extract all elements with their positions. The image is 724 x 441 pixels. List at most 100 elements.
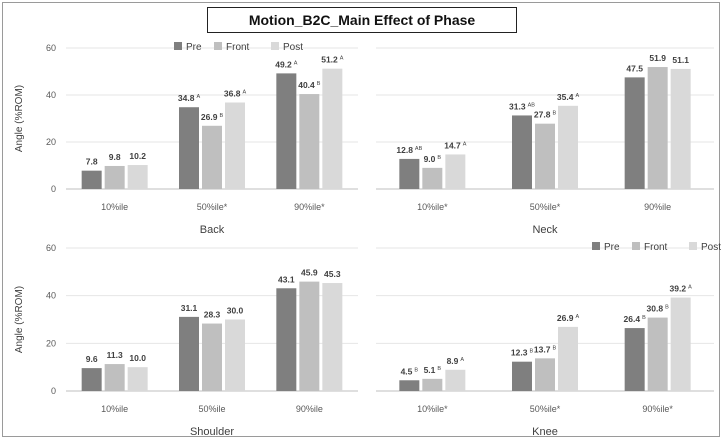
x-tick-label: 90%ile xyxy=(296,404,323,414)
legend-label: Pre xyxy=(604,242,620,253)
significance-letter: AB xyxy=(415,146,423,152)
data-label: 12.3 B xyxy=(511,348,534,358)
bar xyxy=(202,125,222,189)
data-label-value: 5.1 xyxy=(424,365,436,375)
y-tick-label: 60 xyxy=(46,43,56,53)
x-tick-label: 90%ile* xyxy=(294,202,325,212)
bar xyxy=(179,316,199,391)
bar xyxy=(104,165,125,189)
data-label: 26.9 B xyxy=(201,112,224,122)
bar xyxy=(558,105,578,189)
figure-title: Motion_B2C_Main Effect of Phase xyxy=(207,7,517,33)
data-label-value: 35.4 xyxy=(557,92,574,102)
data-label-value: 4.5 xyxy=(401,366,413,376)
bar xyxy=(670,68,691,189)
bar xyxy=(670,297,691,391)
significance-letter: B xyxy=(642,315,646,321)
bar xyxy=(512,115,532,189)
data-label: 43.1 xyxy=(278,274,295,284)
data-label-value: 34.8 xyxy=(178,93,195,103)
data-label: 4.5 B xyxy=(401,366,419,376)
data-label: 49.2 A xyxy=(275,59,298,69)
data-label-value: 30.0 xyxy=(227,306,244,316)
data-label: 10.0 xyxy=(129,353,146,363)
data-label-value: 26.4 xyxy=(624,314,641,324)
data-label: 27.8 B xyxy=(534,110,557,120)
data-label-value: 51.9 xyxy=(649,53,666,63)
bar xyxy=(624,328,645,391)
x-tick-label: 10%ile xyxy=(101,404,128,414)
data-label-value: 45.3 xyxy=(324,269,341,279)
data-label-value: 7.8 xyxy=(86,157,98,167)
data-label-value: 9.8 xyxy=(109,152,121,162)
data-label: 36.8 A xyxy=(224,89,247,99)
data-label: 30.0 xyxy=(227,306,244,316)
legend-label: Front xyxy=(226,42,250,53)
data-label-value: 10.0 xyxy=(129,353,146,363)
significance-letter: B xyxy=(552,345,556,351)
significance-letter: B xyxy=(414,367,418,373)
data-label: 26.9 A xyxy=(557,313,580,323)
data-label: 13.7 B xyxy=(534,344,557,354)
bar xyxy=(647,317,668,391)
data-label: 9.6 xyxy=(86,354,98,364)
bar xyxy=(276,73,297,189)
data-label: 26.4 B xyxy=(624,314,647,324)
data-label-value: 8.9 xyxy=(447,356,459,366)
data-label-value: 36.8 xyxy=(224,89,241,99)
data-label-value: 31.1 xyxy=(181,303,198,313)
chart-panel-shoulder: 0 20 40 60 Angle (%ROM) 9.6 11.3 10.0 10%ile 31.1… xyxy=(14,243,358,438)
significance-letter: A xyxy=(575,93,579,99)
legend-swatch xyxy=(271,42,279,50)
data-label: 39.2 A xyxy=(670,284,693,294)
bar xyxy=(422,378,443,391)
x-tick-label: 90%ile xyxy=(644,202,671,212)
significance-letter: B xyxy=(317,81,321,87)
bar xyxy=(81,368,102,391)
data-label: 9.8 xyxy=(109,152,121,162)
legend-swatch xyxy=(174,42,182,50)
panel-title: Neck xyxy=(532,224,558,236)
legend-label: Post xyxy=(701,242,721,253)
significance-letter: A xyxy=(196,94,200,100)
y-tick-label: 0 xyxy=(51,184,56,194)
panel-title: Shoulder xyxy=(190,426,234,438)
data-label-value: 28.3 xyxy=(204,310,221,320)
bar xyxy=(535,123,555,189)
significance-letter: A xyxy=(575,314,579,320)
x-tick-label: 90%ile* xyxy=(642,404,673,414)
data-label: 28.3 xyxy=(204,310,221,320)
legend-swatch xyxy=(592,242,600,250)
bar xyxy=(81,170,102,189)
bar xyxy=(624,77,645,189)
x-tick-label: 50%ile xyxy=(198,404,225,414)
x-tick-label: 10%ile xyxy=(101,202,128,212)
significance-letter: B xyxy=(437,366,441,372)
data-label: 9.0 B xyxy=(424,154,442,164)
bar xyxy=(225,319,245,391)
x-tick-label: 50%ile* xyxy=(530,404,561,414)
x-tick-label: 50%ile* xyxy=(530,202,561,212)
data-label-value: 39.2 xyxy=(670,284,687,294)
data-label-value: 51.2 xyxy=(321,55,338,65)
significance-letter: B xyxy=(665,305,669,311)
legend-swatch xyxy=(632,242,640,250)
data-label: 45.9 xyxy=(301,268,318,278)
bar xyxy=(179,107,199,189)
legend-label: Front xyxy=(644,242,668,253)
significance-letter: B xyxy=(529,349,533,355)
significance-letter: A xyxy=(463,141,467,147)
bar xyxy=(299,281,320,391)
data-label: 14.7 A xyxy=(444,140,467,150)
bar xyxy=(322,68,343,189)
data-label-value: 11.3 xyxy=(107,350,123,360)
x-tick-label: 10%ile* xyxy=(417,404,448,414)
legend: Pre Front Post xyxy=(174,42,303,53)
data-label: 51.1 xyxy=(672,55,689,65)
data-label-value: 47.5 xyxy=(626,63,643,73)
data-label: 31.1 xyxy=(181,303,198,313)
significance-letter: B xyxy=(552,111,556,117)
data-label-value: 27.8 xyxy=(534,110,551,120)
